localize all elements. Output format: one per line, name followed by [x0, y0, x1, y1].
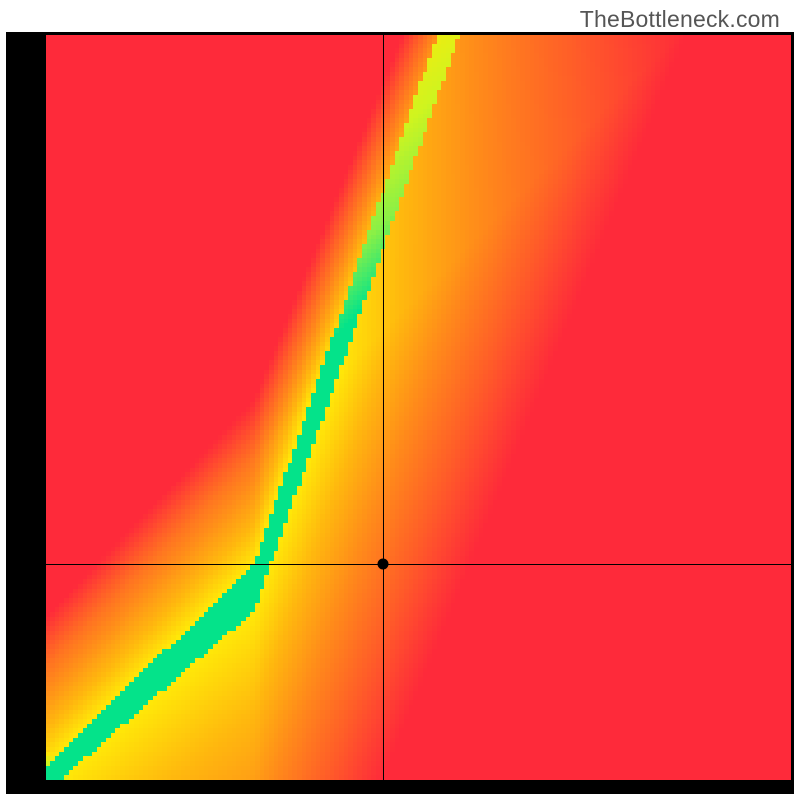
plot-background — [6, 32, 794, 794]
crosshair-vertical — [383, 35, 384, 780]
watermark-text: TheBottleneck.com — [580, 6, 780, 33]
heatmap-plot — [46, 35, 791, 780]
crosshair-horizontal — [46, 564, 791, 565]
data-point-marker — [377, 558, 388, 569]
heatmap-canvas — [46, 35, 791, 780]
